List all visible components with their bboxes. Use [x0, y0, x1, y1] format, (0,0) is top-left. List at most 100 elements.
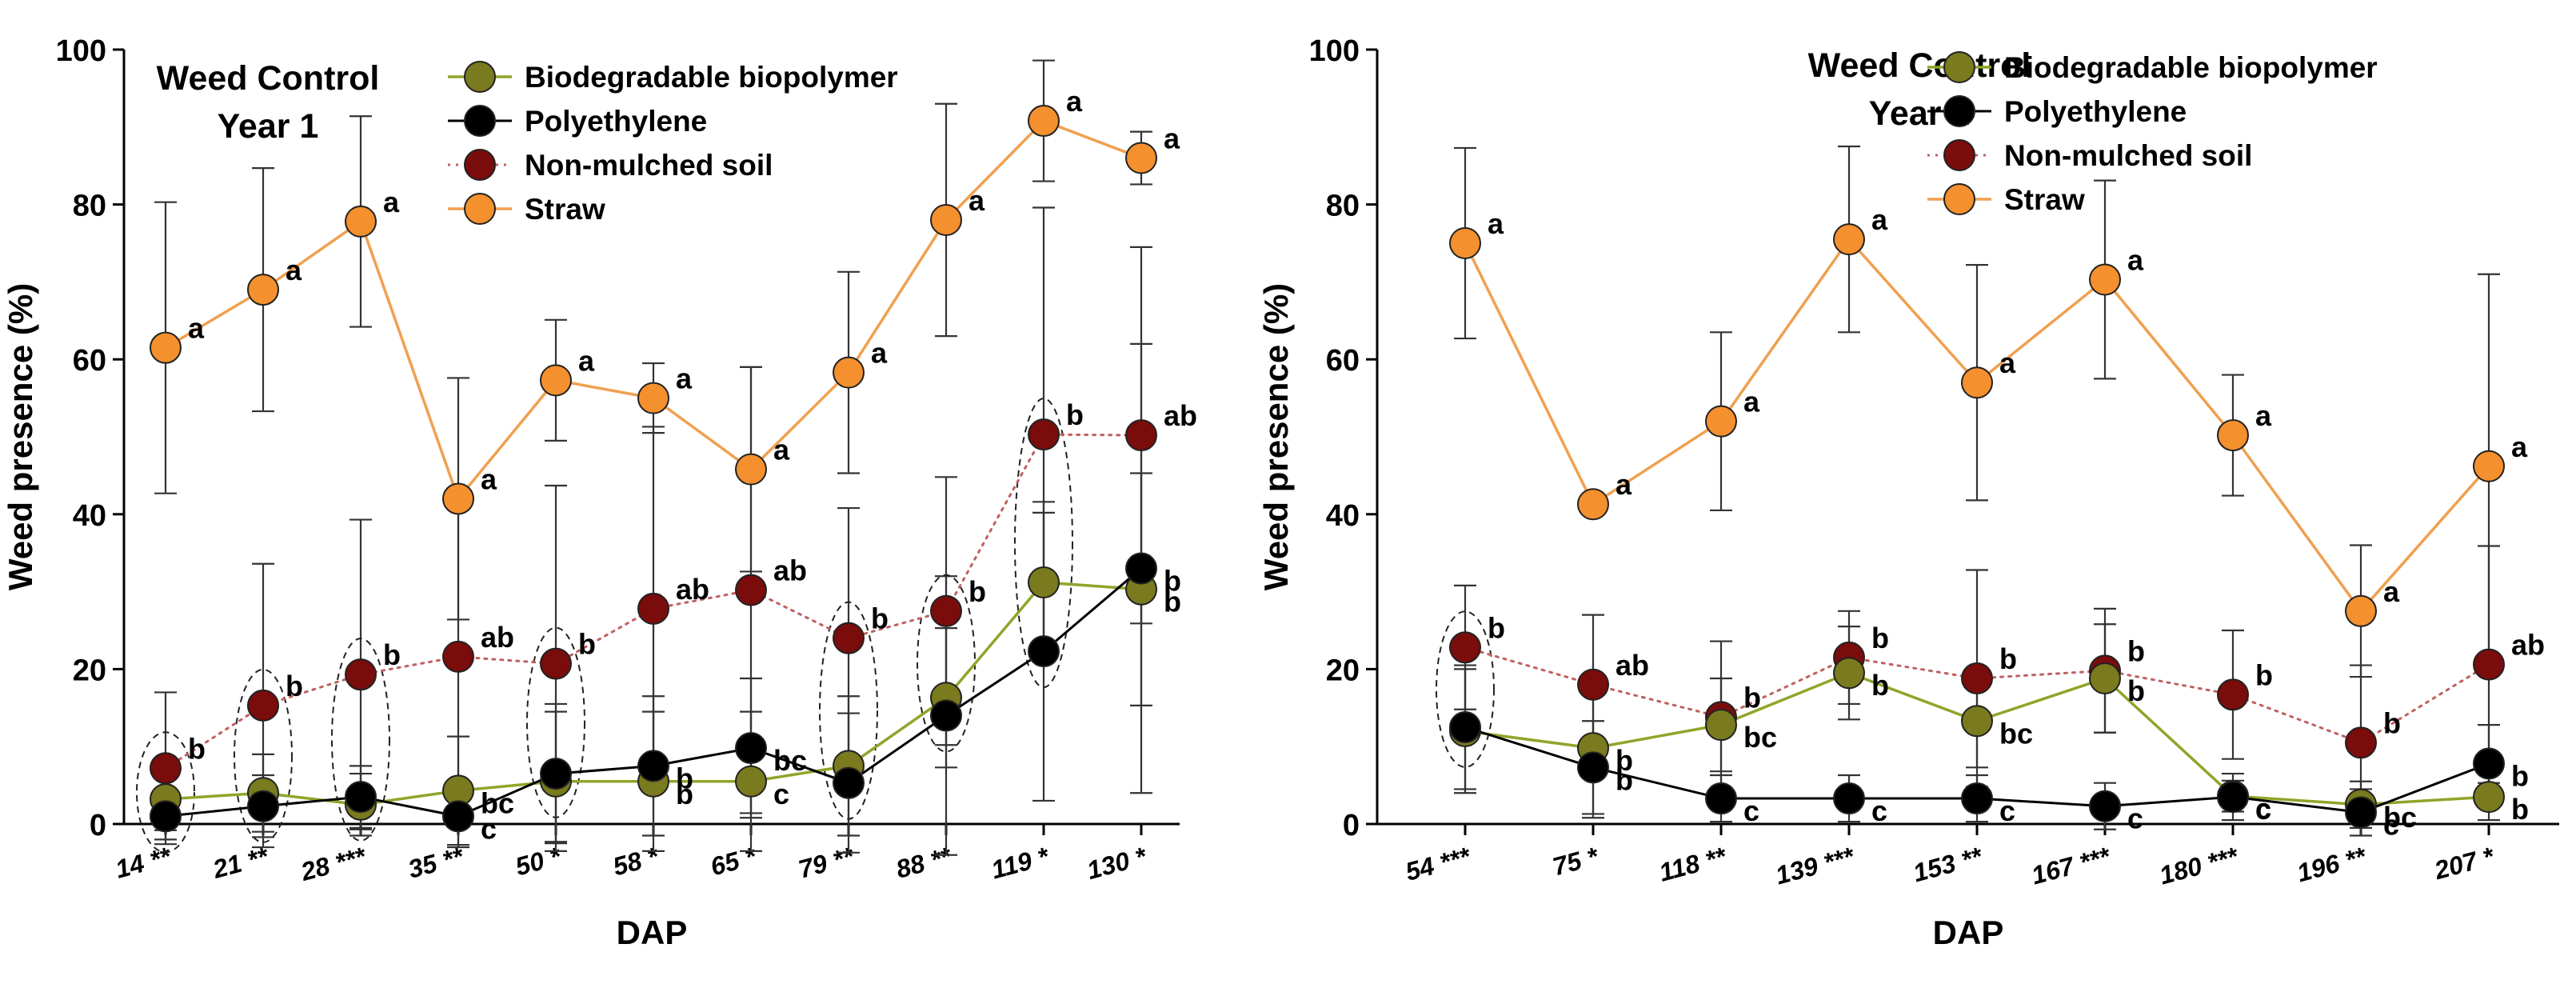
significance-letter-nonmulched: b	[383, 638, 401, 671]
significance-letter-straw: a	[968, 184, 985, 217]
data-point-straw	[1961, 366, 1993, 399]
significance-letter-polyethylene: bc	[773, 744, 807, 777]
data-point-nonmulched	[247, 689, 279, 722]
y-tick-label: 40	[73, 499, 106, 533]
chart-panel-2: 0 20 40 60 80 100 54 *** 75 * 118 ** 139 *** 153 *…	[1257, 34, 2559, 951]
data-point-straw	[637, 382, 669, 414]
data-point-polyethylene	[735, 732, 767, 765]
significance-letter-polyethylene: c	[2255, 793, 2271, 826]
x-axis-label: DAP	[617, 914, 688, 951]
legend-label-biopolymer: Biodegradable biopolymer	[525, 61, 898, 94]
significance-letter-nonmulched: ab	[481, 621, 514, 654]
legend-label-biopolymer: Biodegradable biopolymer	[2004, 51, 2378, 84]
y-tick-label: 100	[1309, 34, 1360, 68]
significance-letter-straw: a	[2511, 430, 2528, 463]
x-tick-label: 54 ***	[1402, 842, 1474, 886]
data-point-straw	[442, 482, 474, 515]
data-point-straw	[1577, 488, 1609, 521]
legend-marker-nonmulched	[464, 149, 496, 181]
data-point-polyethylene	[833, 766, 865, 799]
significance-letter-straw: a	[1164, 122, 1180, 155]
data-point-straw	[1705, 405, 1737, 438]
significance-letter-biopolymer: b	[676, 778, 693, 810]
data-point-biopolymer	[1833, 657, 1865, 690]
data-point-nonmulched	[345, 658, 377, 691]
data-point-biopolymer	[1961, 705, 1993, 738]
x-tick-label: 180 ***	[2156, 842, 2242, 890]
significance-letter-polyethylene: c	[2383, 808, 2399, 841]
data-point-biopolymer	[2473, 781, 2505, 814]
legend-marker-nonmulched	[1943, 139, 1975, 171]
significance-letter-nonmulched: b	[1743, 681, 1761, 714]
data-point-biopolymer	[2089, 662, 2121, 695]
significance-letter-straw: a	[1488, 207, 1504, 240]
data-point-polyethylene	[1125, 552, 1157, 585]
significance-letter-biopolymer: b	[1871, 669, 1889, 702]
data-point-polyethylene	[1705, 782, 1737, 815]
significance-letter-straw: a	[286, 254, 302, 286]
significance-letter-nonmulched: b	[578, 628, 596, 661]
data-point-polyethylene	[1961, 782, 1993, 815]
x-tick-label: 14 **	[112, 842, 174, 884]
data-point-straw	[833, 356, 865, 389]
group-ellipse	[136, 731, 195, 854]
significance-letter-straw: a	[1066, 85, 1083, 118]
legend-label-straw: Straw	[525, 193, 605, 226]
significance-letter-nonmulched: ab	[1164, 399, 1197, 432]
data-point-straw	[2473, 450, 2505, 482]
data-point-nonmulched	[930, 594, 962, 627]
group-ellipse	[234, 668, 293, 843]
data-point-nonmulched	[2345, 726, 2377, 759]
y-tick-label: 60	[1326, 344, 1360, 378]
significance-letter-polyethylene: c	[1871, 794, 1887, 827]
significance-letter-polyethylene: c	[2127, 802, 2143, 835]
data-point-biopolymer	[1028, 566, 1060, 598]
data-point-biopolymer	[735, 765, 767, 798]
data-point-polyethylene	[247, 790, 279, 822]
legend-marker-polyethylene	[1943, 95, 1975, 127]
y-tick-label: 60	[73, 344, 106, 378]
x-tick-label: 167 ***	[2028, 842, 2114, 890]
significance-letter-straw: a	[1743, 386, 1760, 418]
significance-letter-straw: a	[578, 344, 595, 377]
significance-letter-biopolymer: bc	[1999, 717, 2033, 750]
data-point-nonmulched	[1577, 668, 1609, 701]
x-tick-label: 28 ***	[297, 842, 369, 887]
y-tick-label: 40	[1326, 499, 1360, 533]
significance-letter-nonmulched: b	[871, 602, 889, 635]
significance-letter-nonmulched: ab	[1615, 649, 1649, 682]
y-tick-label: 80	[1326, 190, 1360, 223]
data-point-straw	[735, 453, 767, 486]
data-point-nonmulched	[2473, 648, 2505, 681]
significance-letter-nonmulched: b	[188, 732, 206, 765]
x-tick-label: 65 *	[707, 842, 760, 882]
data-point-polyethylene	[540, 758, 572, 790]
x-tick-label: 118 **	[1656, 842, 1731, 887]
data-point-polyethylene	[930, 699, 962, 732]
data-point-polyethylene	[2217, 781, 2249, 814]
x-tick-label: 130 *	[1084, 842, 1150, 886]
significance-letter-nonmulched: b	[1871, 622, 1889, 654]
group-ellipse	[819, 601, 878, 820]
data-point-straw	[1449, 227, 1481, 259]
significance-letter-nonmulched: ab	[2511, 629, 2545, 662]
data-point-straw	[345, 205, 377, 238]
x-tick-label: 207 *	[2430, 842, 2498, 886]
data-point-straw	[2217, 419, 2249, 452]
legend-marker-biopolymer	[464, 61, 496, 93]
significance-letter-biopolymer: b	[1615, 744, 1633, 777]
group-ellipse	[1014, 398, 1073, 689]
significance-letter-straw: a	[2127, 243, 2144, 276]
significance-letter-nonmulched: b	[1488, 611, 1505, 644]
significance-letter-nonmulched: b	[286, 670, 303, 702]
significance-letter-biopolymer: bc	[1743, 721, 1777, 754]
data-point-nonmulched	[150, 752, 182, 785]
significance-letter-polyethylene: b	[1615, 763, 1633, 796]
significance-letter-straw: a	[773, 434, 790, 466]
data-point-straw	[150, 331, 182, 364]
data-point-nonmulched	[735, 574, 767, 606]
legend-marker-biopolymer	[1943, 51, 1975, 83]
group-ellipse	[331, 638, 390, 842]
significance-letter-nonmulched: b	[2255, 658, 2273, 691]
significance-letter-polyethylene: c	[481, 812, 497, 845]
